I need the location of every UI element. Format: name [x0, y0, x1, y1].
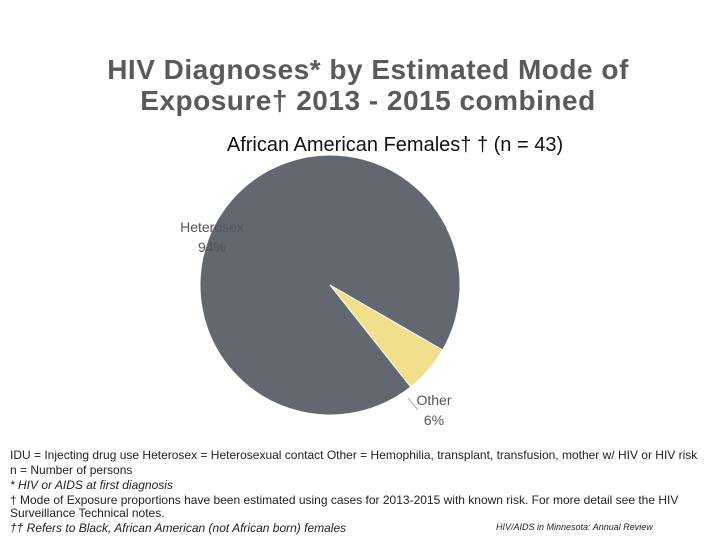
pie-slice — [199, 154, 461, 416]
footnote: †† Refers to Black, African American (no… — [10, 521, 347, 535]
footnote: n = Number of persons — [10, 463, 133, 477]
footnotes: IDU = Injecting drug use Heterosex = Het… — [10, 449, 710, 540]
chart-title: HIV Diagnoses* by Estimated Mode of Expo… — [107, 54, 629, 116]
footnote: * HIV or AIDS at first diagnosis — [10, 478, 173, 492]
slice-category-label: Heterosex — [180, 219, 244, 235]
footnote: IDU = Injecting drug use Heterosex = Het… — [10, 449, 698, 462]
slice-value-label: 6% — [424, 412, 444, 428]
slice-value-label: 94% — [198, 239, 226, 255]
chart-subtitle: African American Females† † (n = 43) — [226, 134, 564, 156]
source: HIV/AIDS in Minnesota: Annual Review — [496, 522, 653, 532]
footnote: † Mode of Exposure proportions have been… — [10, 493, 679, 520]
pie-slice — [329, 284, 444, 388]
slice-category-label: Other — [416, 392, 451, 408]
leader-line — [407, 397, 419, 411]
